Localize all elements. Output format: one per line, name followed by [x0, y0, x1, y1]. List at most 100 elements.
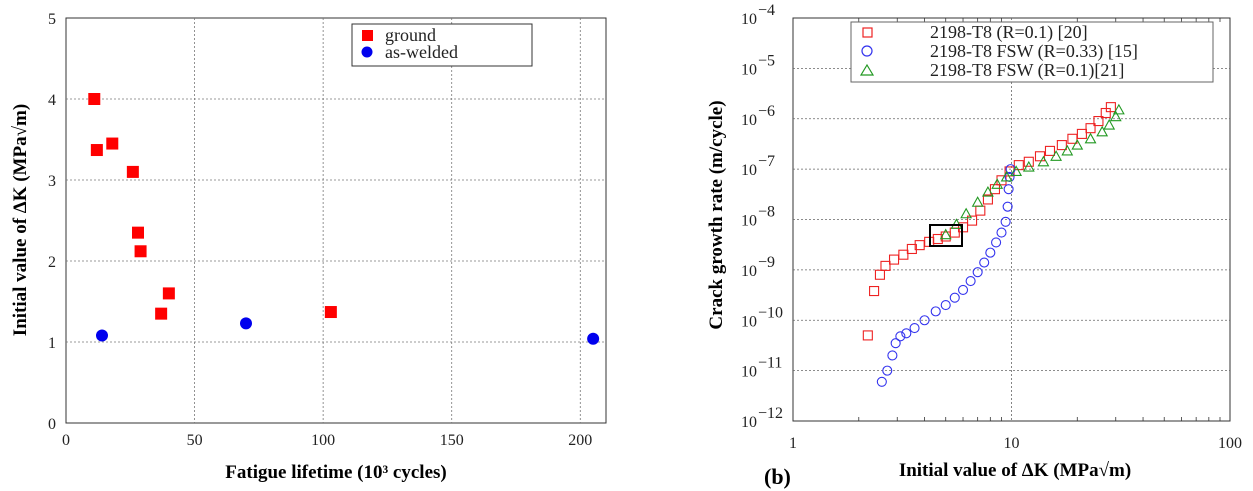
data-point-r01 — [949, 227, 960, 238]
x-tick-label: 200 — [568, 432, 592, 449]
data-point-fsw01 — [1037, 155, 1050, 167]
legend-label-ground: ground — [385, 25, 436, 45]
y-tick-label: 10 — [741, 313, 757, 330]
legend-marker-fsw033 — [861, 45, 873, 57]
data-point-r01 — [874, 269, 885, 280]
data-point-fsw01 — [1112, 103, 1125, 115]
x-tick-label: 0 — [62, 432, 70, 449]
data-point-fsw01 — [1061, 144, 1074, 156]
data-point-fsw01 — [1010, 165, 1023, 176]
y-tick-exponent: −6 — [758, 103, 775, 120]
data-point-fsw033 — [890, 338, 901, 349]
data-point-fsw01 — [960, 207, 973, 219]
data-point-r01 — [1076, 128, 1087, 139]
x-tick-label: 50 — [187, 432, 203, 449]
data-point-fsw01 — [1109, 110, 1122, 122]
y-axis-label-right: Crack growth rate (m/cycle) — [706, 100, 727, 329]
y-tick-label: 10 — [741, 61, 757, 78]
data-point-fsw01 — [1071, 138, 1084, 150]
data-point-fsw01 — [939, 228, 952, 240]
legend-marker-ground — [362, 30, 373, 41]
legend-left: ground as-welded — [351, 23, 533, 67]
y-tick-label: 4 — [48, 92, 56, 109]
legend-marker-fsw01 — [859, 63, 875, 76]
legend-label-r01: 2198-T8 (R=0.1) [20] — [930, 22, 1088, 43]
data-point-fsw033 — [895, 331, 906, 342]
data-point-r01 — [1093, 116, 1104, 127]
x-tick-label: 1 — [789, 435, 797, 452]
data-point-fsw033 — [991, 237, 1002, 248]
data-point-fsw033 — [940, 300, 951, 311]
legend-marker-r01 — [862, 27, 873, 38]
data-point-fsw01 — [1022, 160, 1035, 172]
y-tick-exponent: −7 — [758, 153, 775, 170]
y-tick-exponent: −9 — [758, 254, 775, 271]
y-tick-exponent: −4 — [758, 2, 775, 19]
x-tick-labels-left: 0 50 100 150 200 — [62, 432, 592, 449]
data-point-as-welded — [96, 329, 108, 342]
data-point-r01 — [898, 249, 909, 260]
data-point-r01 — [862, 330, 873, 341]
data-point-ground — [126, 165, 139, 178]
data-point-fsw033 — [1000, 216, 1011, 227]
grid-left — [66, 18, 606, 423]
data-point-r01 — [967, 215, 978, 226]
y-tick-label: 10 — [741, 112, 757, 129]
data-point-ground — [324, 306, 337, 319]
panel-label: (b) — [764, 464, 791, 489]
data-point-ground — [90, 144, 103, 157]
data-point-r01 — [906, 243, 917, 255]
data-point-r01 — [957, 222, 969, 233]
y-tick-label: 10 — [741, 213, 757, 230]
data-point-ground — [162, 287, 175, 300]
data-point-fsw033 — [876, 376, 887, 387]
x-axis-label-left: Fatigue lifetime (10³ cycles) — [225, 462, 446, 483]
data-point-fsw01 — [1084, 132, 1097, 144]
data-point-fsw033 — [909, 323, 920, 334]
data-point-r01 — [1034, 151, 1046, 162]
y-tick-exponent: −12 — [758, 405, 783, 422]
y-tick-exponent: −8 — [758, 204, 775, 221]
data-point-r01 — [1105, 102, 1116, 113]
y-tick-label: 10 — [741, 364, 757, 381]
data-point-ground — [106, 137, 119, 150]
data-point-r01 — [1100, 107, 1111, 119]
chart-right: 1 10 100 10−1210−1110−1010−910−810−710−610… — [706, 2, 1242, 489]
data-point-fsw033 — [957, 284, 969, 295]
y-tick-exponent: −11 — [758, 355, 782, 372]
data-point-fsw033 — [965, 276, 976, 287]
data-point-fsw01 — [950, 218, 963, 229]
data-points-right — [862, 102, 1125, 387]
legend-marker-as-welded — [361, 46, 373, 58]
data-point-r01 — [869, 285, 880, 297]
x-tick-label: 10 — [1004, 435, 1020, 452]
y-tick-label: 10 — [741, 263, 757, 280]
data-point-r01 — [989, 184, 1001, 195]
data-point-r01 — [1056, 140, 1067, 151]
data-point-as-welded — [240, 317, 252, 330]
x-tick-label: 100 — [1218, 435, 1242, 452]
data-point-ground — [155, 307, 168, 320]
data-point-fsw033 — [930, 306, 941, 317]
legend-label-as-welded: as-welded — [385, 42, 458, 62]
y-tick-exponent: −10 — [758, 304, 783, 321]
data-point-fsw01 — [981, 185, 994, 197]
legend-box-right — [850, 21, 1214, 83]
data-point-fsw01 — [1050, 150, 1063, 161]
data-point-fsw01 — [971, 196, 984, 207]
data-point-fsw01 — [991, 178, 1004, 189]
annotation-box — [929, 224, 963, 247]
data-point-fsw033 — [919, 315, 930, 326]
data-point-fsw033 — [979, 257, 990, 268]
y-tick-label: 5 — [48, 11, 56, 28]
x-axis-label-right: Initial value of ΔK (MPa√m) — [899, 460, 1131, 481]
y-tick-exponent: −5 — [758, 52, 775, 69]
data-point-fsw033 — [1002, 201, 1013, 212]
y-tick-label: 2 — [48, 254, 56, 271]
y-axis-label-left: Initial value of ΔK (MPa√m) — [10, 104, 31, 336]
y-tick-label: 1 — [48, 335, 56, 352]
y-tick-label: 10 — [741, 162, 757, 179]
legend-label-fsw033: 2198-T8 FSW (R=0.33) [15] — [930, 41, 1138, 62]
